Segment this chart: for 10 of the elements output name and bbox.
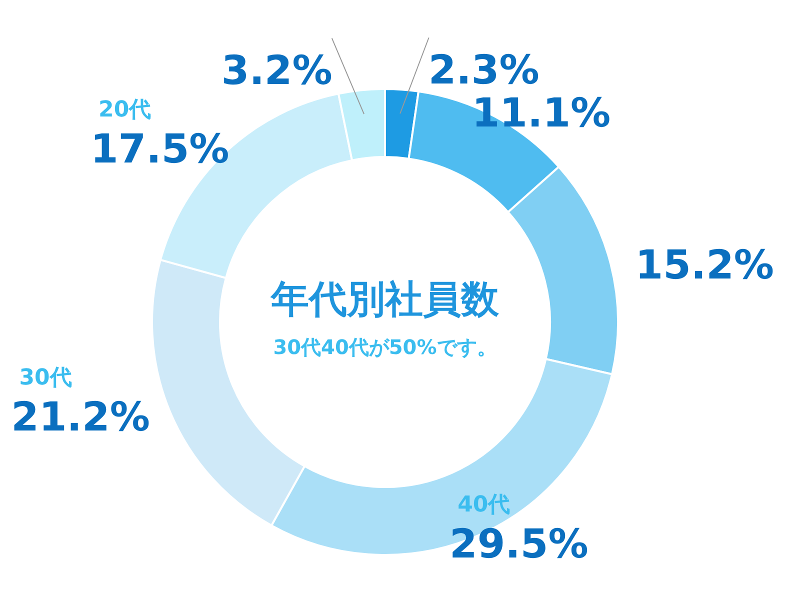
slice-label: 20代 [98, 98, 152, 123]
data-label: 21.2% [11, 394, 150, 441]
data-label: 29.5% [450, 521, 588, 568]
text: 30代40代が50%です。 [273, 335, 497, 359]
data-label: 15.2% [635, 242, 774, 288]
data-label: 3.2% [221, 48, 332, 94]
data-label: 17.5% [90, 126, 230, 173]
slice-label: 40代 [458, 492, 510, 518]
slice-label: 30代 [19, 366, 72, 391]
text: 年代別社員数 [270, 277, 500, 321]
